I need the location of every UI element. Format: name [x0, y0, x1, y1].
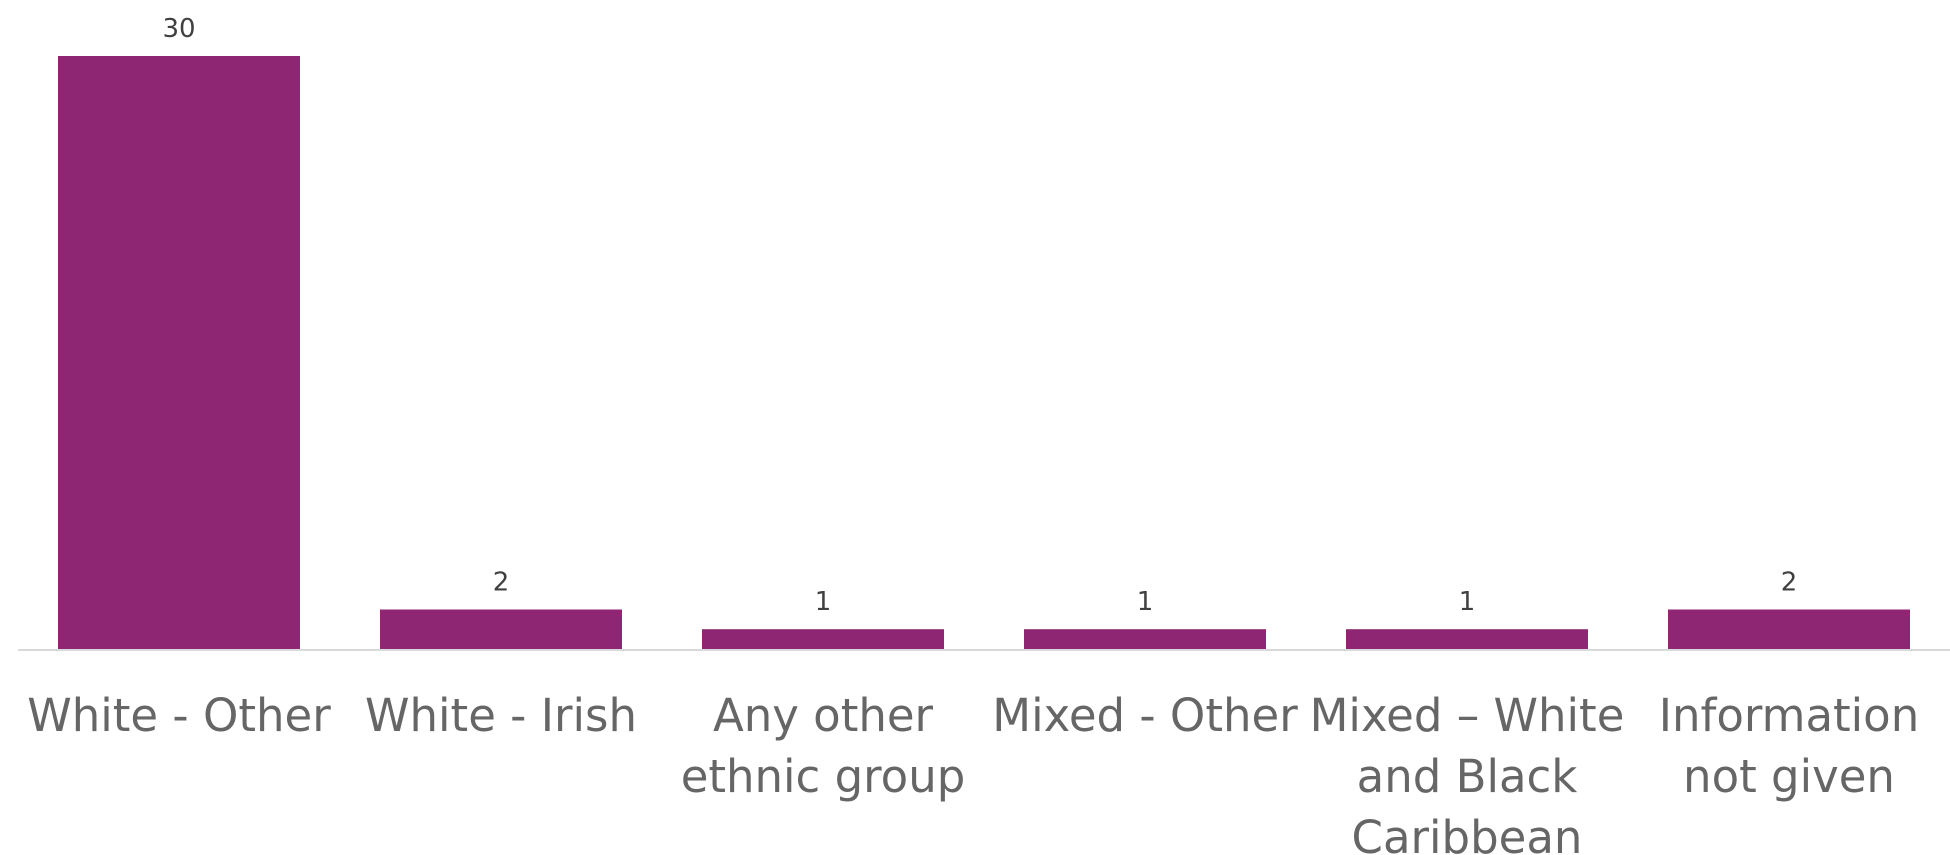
bar	[1024, 629, 1266, 649]
x-tick-label: Mixed - Other	[992, 689, 1298, 742]
bar	[1668, 609, 1910, 649]
x-tick-label: Any other ethnic group	[680, 689, 966, 803]
data-label: 30	[162, 14, 195, 44]
data-label: 2	[1781, 568, 1798, 598]
data-label: 1	[1459, 587, 1476, 617]
data-label: 1	[815, 587, 832, 617]
data-label: 1	[1137, 587, 1154, 617]
x-tick-label: White - Other	[27, 689, 331, 742]
x-tick-label: White - Irish	[365, 689, 637, 742]
bar	[58, 56, 300, 649]
bar	[380, 609, 622, 649]
x-tick-label: Information not given	[1658, 689, 1920, 803]
data-label: 2	[493, 568, 510, 598]
bar	[702, 629, 944, 649]
bar	[1346, 629, 1588, 649]
x-tick-label: Mixed – White and Black Caribbean	[1309, 689, 1625, 855]
